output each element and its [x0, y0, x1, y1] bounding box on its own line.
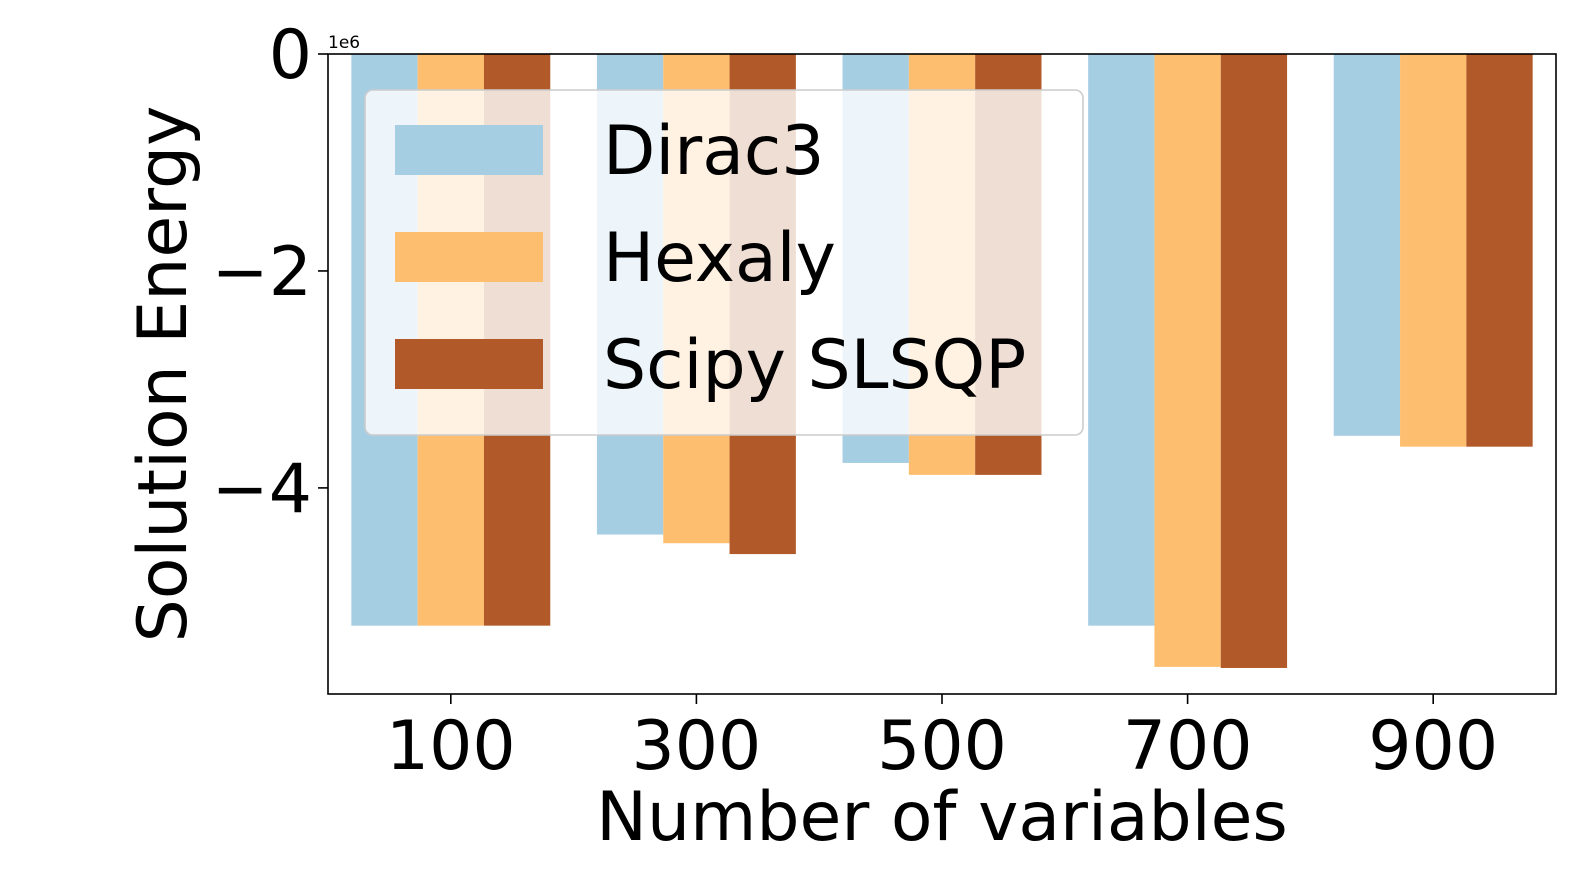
- bar-scipy-slsqp-700: [1220, 54, 1288, 668]
- legend: Dirac3 Hexaly Scipy SLSQP: [364, 89, 1084, 436]
- x-axis: 100 300 500 700 900: [386, 694, 1498, 786]
- y-axis-label: Solution Energy: [124, 106, 203, 643]
- bar-dirac3-900: [1333, 54, 1401, 436]
- y-tick-label: 0: [269, 16, 312, 95]
- x-tick-label: 100: [386, 707, 516, 786]
- bar-hexaly-700: [1154, 54, 1221, 667]
- x-tick-label: 300: [632, 707, 762, 786]
- bar-scipy-slsqp-900: [1466, 54, 1533, 447]
- legend-swatch-dirac3: [395, 125, 543, 175]
- y-tick-label: −4: [212, 450, 312, 529]
- bar-dirac3-700: [1088, 54, 1155, 626]
- x-tick-label: 700: [1123, 707, 1253, 786]
- legend-swatch-hexaly: [395, 232, 543, 282]
- y-tick-label: −2: [212, 233, 312, 312]
- x-tick-label: 900: [1368, 707, 1498, 786]
- legend-box: [364, 89, 1084, 436]
- legend-label: Hexaly: [603, 219, 836, 298]
- legend-swatch-scipy-slsqp: [395, 339, 543, 389]
- legend-label: Dirac3: [603, 112, 825, 191]
- x-tick-label: 500: [877, 707, 1007, 786]
- bar-hexaly-900: [1400, 54, 1467, 447]
- x-axis-label: Number of variables: [596, 778, 1288, 857]
- legend-label: Scipy SLSQP: [603, 326, 1026, 405]
- y-multiplier-label: 1e6: [328, 33, 360, 53]
- y-axis: 0 −2 −4: [212, 16, 328, 529]
